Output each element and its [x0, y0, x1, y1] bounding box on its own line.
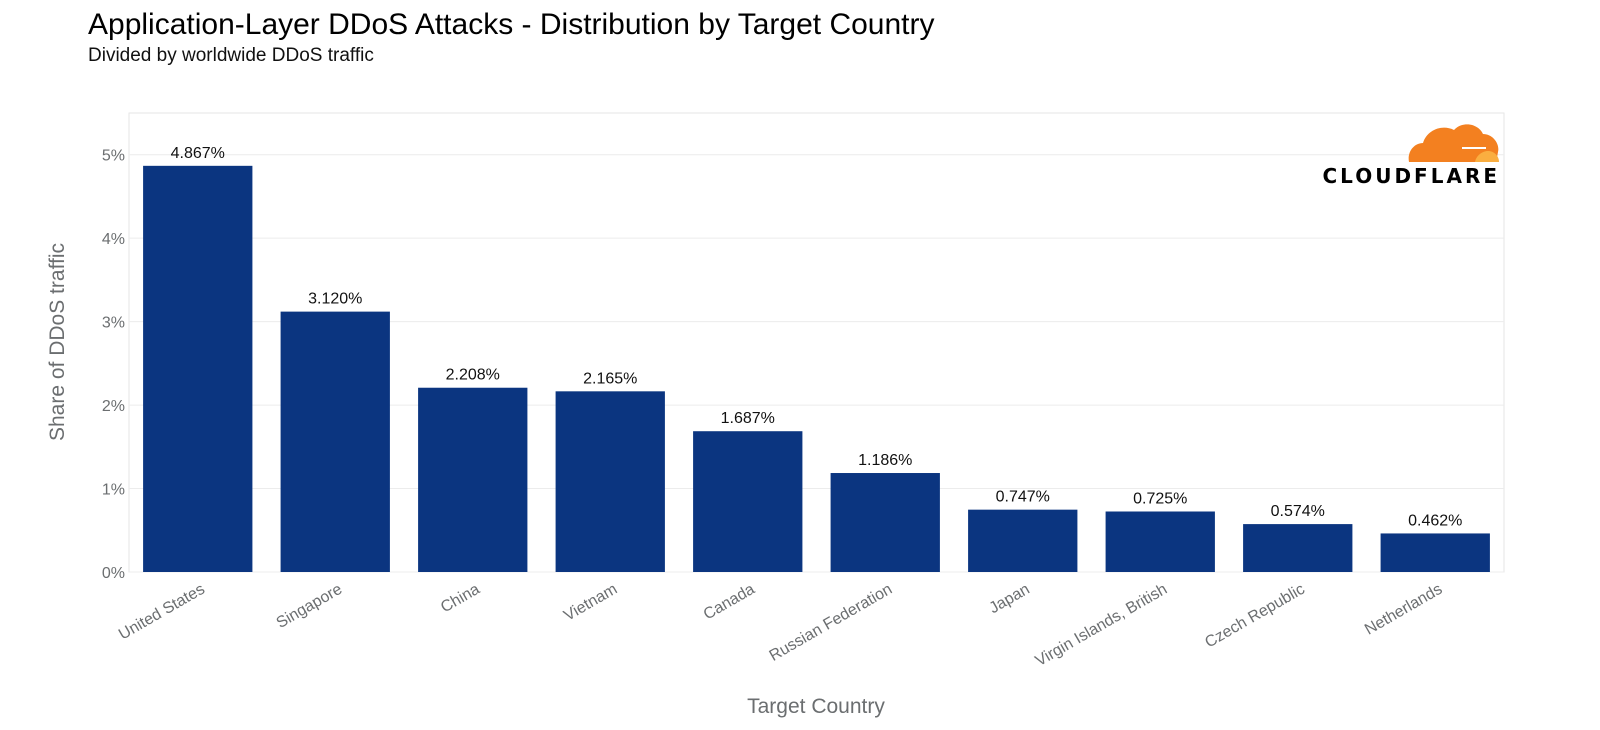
x-tick-label: Japan [986, 581, 1032, 618]
data-label: 0.725% [1133, 490, 1187, 507]
x-tick-label: Singapore [274, 581, 346, 632]
x-axis-title: Target Country [747, 695, 885, 718]
x-tick-label: Russian Federation [767, 581, 896, 665]
chart-subtitle: Divided by worldwide DDoS traffic [88, 45, 374, 66]
data-labels: 4.867% 3.120% 2.208% 2.165% 1.687% 1.186% 0.74… [171, 145, 1463, 530]
cloudflare-cloud-icon [1408, 124, 1499, 162]
x-tick-label: China [438, 581, 483, 617]
y-axis-title: Share of DDoS traffic [46, 243, 69, 441]
bar [143, 165, 253, 572]
data-label: 3.120% [308, 291, 362, 308]
y-tick-label: 3% [102, 315, 125, 332]
bar [418, 387, 528, 572]
data-label: 1.186% [858, 452, 912, 469]
bar [693, 431, 803, 572]
bar [280, 311, 390, 572]
bar [968, 509, 1078, 572]
x-tick-label: Czech Republic [1202, 581, 1308, 652]
chart-title: Application-Layer DDoS Attacks - Distrib… [88, 8, 935, 41]
bar [555, 391, 665, 572]
x-tick-label: Vietnam [561, 581, 620, 625]
data-label: 1.687% [721, 410, 775, 427]
y-axis: 0% 1% 2% 3% 4% 5% [102, 148, 125, 582]
data-label: 2.208% [446, 367, 500, 384]
bar [830, 473, 940, 572]
x-axis: United States Singapore China Vietnam Canada… [116, 581, 1445, 670]
bar [1105, 511, 1215, 572]
bars [143, 165, 1490, 572]
cloudflare-wordmark: CLOUDFLARE [1322, 164, 1500, 188]
bar [1380, 533, 1490, 572]
data-label: 0.574% [1271, 503, 1325, 520]
data-label: 0.462% [1408, 512, 1462, 529]
y-tick-label: 2% [102, 398, 125, 415]
x-tick-label: Virgin Islands, British [1033, 581, 1171, 670]
x-tick-label: United States [116, 581, 208, 644]
bar [1243, 524, 1353, 572]
cloudflare-logo: CLOUDFLARE [1310, 118, 1500, 190]
data-label: 0.747% [996, 489, 1050, 506]
x-tick-label: Netherlands [1362, 581, 1445, 639]
y-tick-label: 0% [102, 565, 125, 582]
y-tick-label: 5% [102, 148, 125, 165]
y-tick-label: 1% [102, 482, 125, 499]
data-label: 4.867% [171, 145, 225, 162]
x-tick-label: Canada [701, 581, 758, 624]
y-tick-label: 4% [102, 231, 125, 248]
data-label: 2.165% [583, 370, 637, 387]
